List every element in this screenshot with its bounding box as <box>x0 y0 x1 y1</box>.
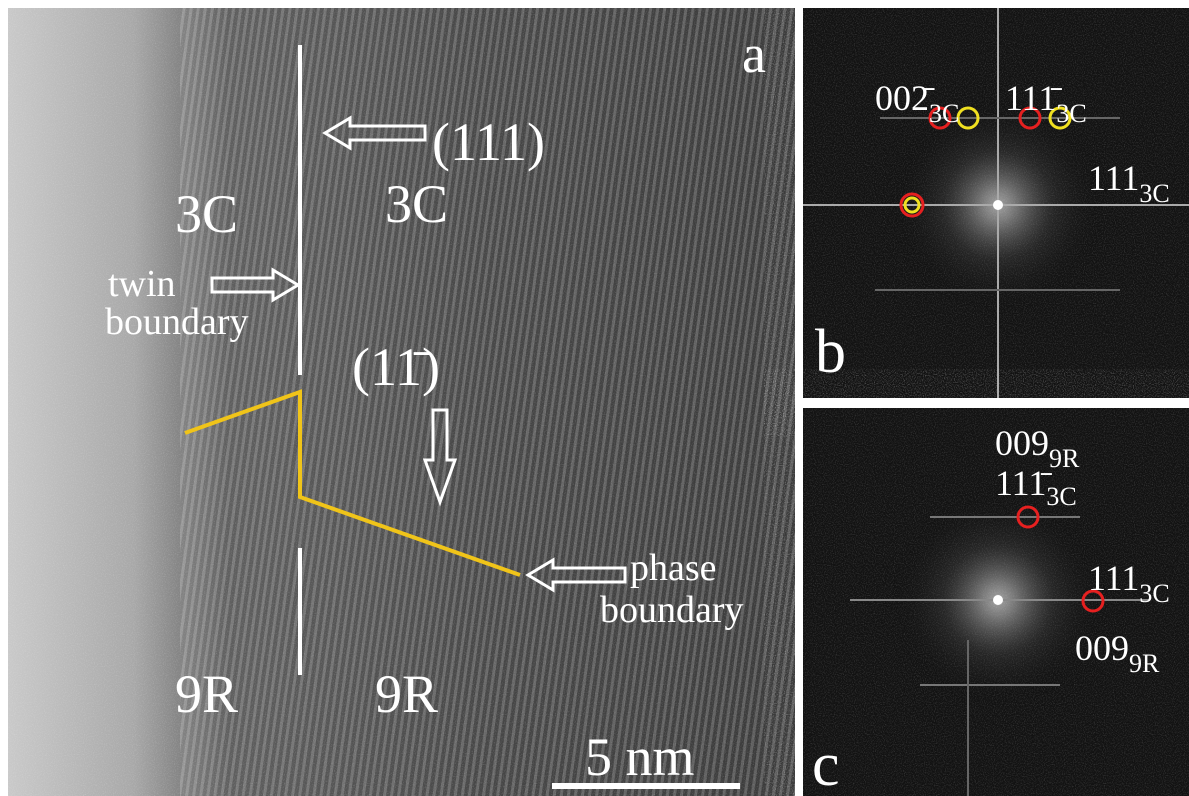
arrow <box>422 408 458 507</box>
annotation: twin <box>108 263 176 305</box>
spot-marker <box>903 196 921 214</box>
spot-label: 111̄3C <box>995 463 1077 511</box>
spot-label: 1113C <box>1088 558 1170 608</box>
index: 111̄ <box>995 463 1052 503</box>
spot-marker <box>1048 106 1072 130</box>
annotation: 3C <box>385 174 448 234</box>
scale-label: 5 nm <box>585 727 695 787</box>
spot-marker <box>956 106 980 130</box>
annotation: 9R <box>175 664 238 724</box>
annotation: boundary <box>105 301 249 343</box>
spot-marker <box>928 106 952 130</box>
spot <box>993 200 1003 210</box>
spot-marker <box>1018 106 1042 130</box>
subscript: 3C <box>1139 179 1169 208</box>
panel-label: c <box>812 731 840 796</box>
annotation: 9R <box>375 664 438 724</box>
spot-marker <box>899 192 925 218</box>
spot <box>993 595 1003 605</box>
subscript: 9R <box>1049 444 1080 473</box>
subscript: 9R <box>1129 649 1160 678</box>
annotation: boundary <box>600 589 744 631</box>
panel-c: 0099R 111̄3C 1113C 0099R c <box>803 408 1189 796</box>
index: 111 <box>1088 158 1139 198</box>
arrow <box>525 557 627 593</box>
spot-label: 002̄3C <box>875 78 959 128</box>
spot-label: 111̄3C <box>1005 78 1087 128</box>
panel-b: 002̄3C 111̄3C 1113C b <box>803 8 1189 398</box>
panel-label: b <box>815 318 846 386</box>
annotation: (11̄) <box>352 337 440 397</box>
annotation: (111) <box>432 112 545 172</box>
arrow <box>322 115 427 151</box>
annotation: 3C <box>175 184 238 244</box>
index: 002̄ <box>875 78 935 118</box>
subscript: 3C <box>1046 482 1076 511</box>
index: 009 <box>1075 628 1129 668</box>
panel-a: a (111) 3C 3C twin boundary (11̄) phase … <box>8 8 795 796</box>
annotation: phase <box>630 547 717 589</box>
subscript: 3C <box>1139 579 1169 608</box>
spot-marker <box>1081 589 1105 613</box>
subscript: 3C <box>1056 99 1086 128</box>
panel-label: a <box>742 24 766 84</box>
index: 111̄ <box>1005 78 1062 118</box>
index: 111 <box>1088 558 1139 598</box>
arrow <box>210 267 301 303</box>
phase-boundary-line <box>184 389 521 577</box>
subscript: 3C <box>929 99 959 128</box>
spot-label: 0099R <box>1075 628 1160 678</box>
spot-label: 1113C <box>1088 158 1170 208</box>
spot-label: 0099R <box>995 423 1080 473</box>
spot-marker <box>1016 505 1040 529</box>
index: 009 <box>995 423 1049 463</box>
